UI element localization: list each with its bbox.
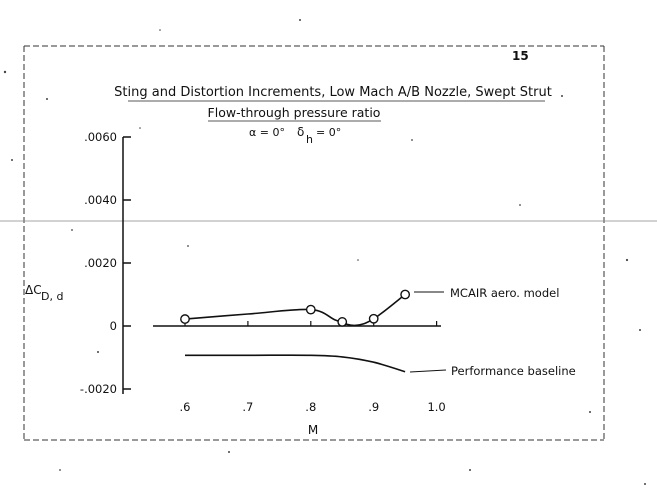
series-0-point-0 (180, 314, 190, 324)
x-tick-label-2: .8 (305, 400, 316, 414)
axes (122, 137, 441, 394)
legend-label-baseline: Performance baseline (451, 364, 576, 378)
legend-label-mcair: MCAIR aero. model (450, 286, 559, 300)
series-0-point-1 (305, 304, 316, 315)
chart-title: Sting and Distortion Increments, Low Mac… (114, 85, 552, 100)
x-ticks: .6 .7 .8 .9 1.0 (180, 321, 446, 414)
x-tick-label-3: .9 (368, 400, 379, 414)
chart-subtitle: Flow-through pressure ratio (208, 105, 381, 120)
y-tick-label-0: .0060 (84, 130, 117, 144)
y-tick-label-3: 0 (110, 319, 117, 333)
series-layer (180, 289, 411, 373)
x-tick-label-0: .6 (180, 400, 191, 414)
series-0-point-3 (368, 313, 379, 324)
page-frame (23, 45, 605, 441)
scan-noise (3, 19, 646, 485)
y-tick-label-1: .0040 (84, 193, 117, 207)
y-axis-label-sub: D, d (41, 290, 63, 303)
series-0-point-4 (400, 289, 411, 300)
x-tick-label-4: 1.0 (427, 400, 445, 414)
series-line-1 (184, 354, 406, 373)
condition-alpha: α = 0° (249, 126, 285, 139)
page-number: 15 (512, 49, 529, 63)
series-0-point-2 (337, 317, 348, 327)
x-axis-label: M (308, 423, 318, 437)
legend-leader-baseline (409, 369, 447, 373)
y-tick-label-4: -.0020 (80, 382, 117, 396)
y-axis-label: ΔC (25, 283, 42, 297)
condition-delta-eq: = 0° (316, 126, 341, 139)
y-ticks: .0060 .0040 .0020 0 -.0020 (80, 130, 131, 396)
condition-delta: δ (297, 125, 304, 139)
condition-delta-sub: h (306, 133, 313, 146)
y-tick-label-2: .0020 (84, 256, 117, 270)
x-tick-label-1: .7 (242, 400, 253, 414)
